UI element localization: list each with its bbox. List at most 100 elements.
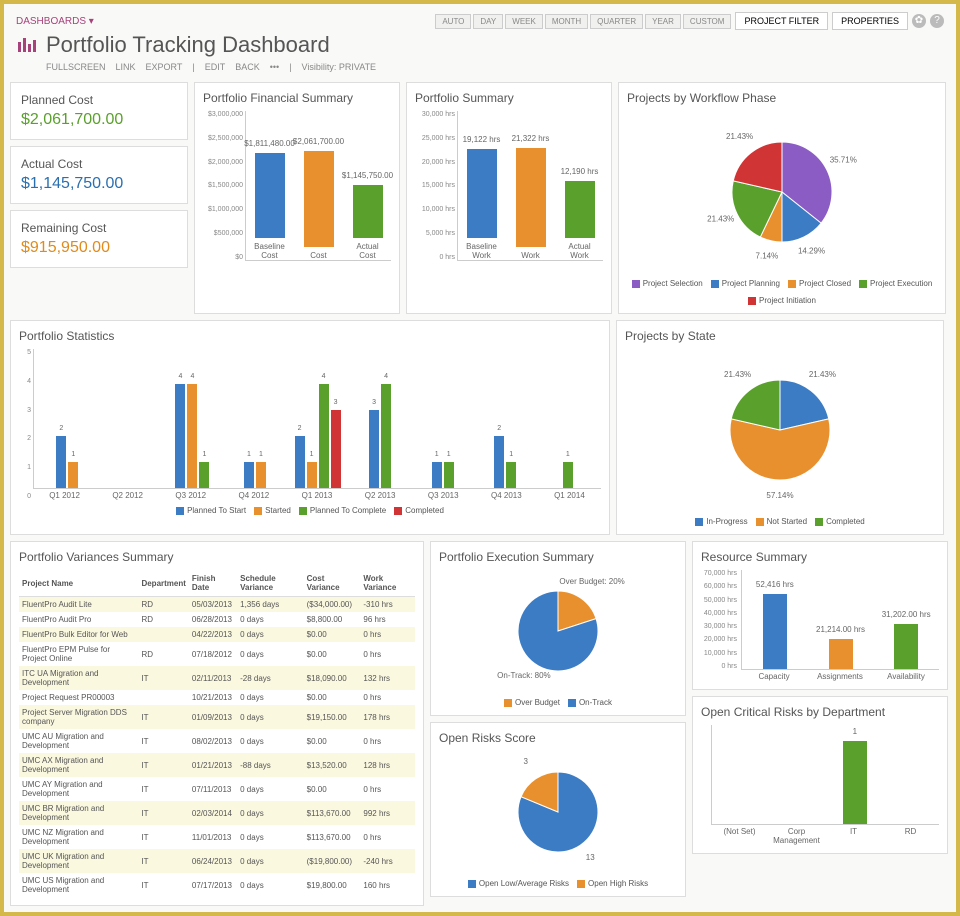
table-row[interactable]: UMC US Migration and DevelopmentIT07/17/… [19,873,415,897]
legend-label: Completed [826,517,865,526]
svg-text:21.43%: 21.43% [724,370,751,379]
legend-label: Project Planning [722,279,780,288]
kpi-value: $915,950.00 [21,239,177,257]
project-filter-button[interactable]: PROJECT FILTER [735,12,828,30]
svg-text:Over Budget: 20%: Over Budget: 20% [559,577,624,586]
period-auto[interactable]: AUTO [435,14,471,29]
panel-title: Projects by State [625,329,935,343]
kpi-value: $1,145,750.00 [21,175,177,193]
column-header[interactable]: Department [138,570,188,597]
svg-text:On-Track: 80%: On-Track: 80% [497,671,551,680]
bar: 2 [494,436,504,488]
bar-label: Cost [310,251,326,260]
risks-score-panel: Open Risks Score 133 Open Low/Average Ri… [430,722,686,897]
critical-risks-panel: Open Critical Risks by Department 1 (Not… [692,696,948,854]
period-month[interactable]: MONTH [545,14,588,29]
table-row[interactable]: UMC AY Migration and DevelopmentIT07/11/… [19,777,415,801]
svg-text:57.14%: 57.14% [766,491,793,500]
panel-title: Portfolio Summary [415,91,603,105]
kpi-label: Remaining Cost [21,221,177,235]
table-row[interactable]: Project Request PR0000310/21/20130 days$… [19,690,415,705]
bar: $2,061,700.00 [304,151,334,247]
kpi-label: Actual Cost [21,157,177,171]
kpi-value: $2,061,700.00 [21,111,177,129]
table-row[interactable]: UMC UK Migration and DevelopmentIT06/24/… [19,849,415,873]
column-header[interactable]: Finish Date [189,570,237,597]
bar-label: Work [521,251,540,260]
bar: 1 [563,462,573,488]
bar: 2 [56,436,66,488]
legend-label: Over Budget [515,698,560,707]
bar-label: Actual Cost [350,242,385,260]
table-row[interactable]: FluentPro Audit ProRD06/28/20130 days$8,… [19,612,415,627]
resource-summary-panel: Resource Summary 70,000 hrs60,000 hrs50,… [692,541,948,690]
sublink[interactable]: ••• [270,62,279,72]
bar: 52,416 hrs [763,594,787,669]
settings-icon[interactable]: ✿ [912,14,926,28]
legend-label: Not Started [767,517,807,526]
svg-text:35.71%: 35.71% [830,155,857,164]
portfolio-summary-panel: Portfolio Summary 30,000 hrs25,000 hrs20… [406,82,612,314]
table-row[interactable]: FluentPro Bulk Editor for Web04/22/20130… [19,627,415,642]
bar: 4 [381,384,391,488]
properties-button[interactable]: PROPERTIES [832,12,908,30]
period-year[interactable]: YEAR [645,14,681,29]
period-day[interactable]: DAY [473,14,503,29]
bar: 4 [319,384,329,488]
column-header[interactable]: Schedule Variance [237,570,304,597]
period-quarter[interactable]: QUARTER [590,14,643,29]
execution-summary-panel: Portfolio Execution Summary Over Budget:… [430,541,686,716]
sublink: | [192,62,194,72]
legend-label: On-Track [579,698,612,707]
table-row[interactable]: FluentPro EPM Pulse for Project OnlineRD… [19,642,415,666]
column-header[interactable]: Work Variance [360,570,415,597]
bar: $1,811,480.00 [255,153,285,238]
sublinks: FULLSCREENLINKEXPORT|EDITBACK•••|Visibil… [46,62,944,72]
financial-summary-panel: Portfolio Financial Summary $3,000,000$2… [194,82,400,314]
bar: 21,214.00 hrs [829,639,853,669]
svg-text:21.43%: 21.43% [726,132,753,141]
kpi-card: Planned Cost$2,061,700.00 [10,82,188,140]
panel-title: Open Risks Score [439,731,677,745]
legend-label: Project Closed [799,279,851,288]
legend-label: Open High Risks [588,879,648,888]
panel-title: Portfolio Execution Summary [439,550,677,564]
bar: $1,145,750.00 [353,185,383,238]
table-row[interactable]: UMC BR Migration and DevelopmentIT02/03/… [19,801,415,825]
bar: 1 [244,462,254,488]
svg-text:13: 13 [586,853,595,862]
period-selector: AUTODAYWEEKMONTHQUARTERYEARCUSTOM [435,14,731,29]
bar-label: Actual Work [562,242,597,260]
column-header[interactable]: Project Name [19,570,138,597]
sublink[interactable]: FULLSCREEN [46,62,106,72]
svg-text:21.43%: 21.43% [809,370,836,379]
projects-by-state-panel: Projects by State 21.43%57.14%21.43% In-… [616,320,944,535]
column-header[interactable]: Cost Variance [304,570,361,597]
bar: 12,190 hrs [565,181,595,238]
legend-label: Project Initiation [759,296,816,305]
help-icon[interactable]: ? [930,14,944,28]
bar: 1 [506,462,516,488]
panel-title: Portfolio Statistics [19,329,601,343]
sublink[interactable]: EXPORT [146,62,183,72]
bar: 1 [843,741,867,824]
panel-title: Projects by Workflow Phase [627,91,937,105]
panel-title: Resource Summary [701,550,939,564]
table-row[interactable]: FluentPro Audit LiteRD05/03/20131,356 da… [19,597,415,613]
breadcrumb[interactable]: DASHBOARDS ▾ [16,16,94,27]
sublink[interactable]: BACK [235,62,260,72]
bar: 2 [295,436,305,488]
logo-icon [16,34,38,56]
period-week[interactable]: WEEK [505,14,543,29]
svg-text:7.14%: 7.14% [756,251,779,260]
period-custom[interactable]: CUSTOM [683,14,732,29]
table-row[interactable]: UMC AX Migration and DevelopmentIT01/21/… [19,753,415,777]
table-row[interactable]: UMC AU Migration and DevelopmentIT08/02/… [19,729,415,753]
table-row[interactable]: Project Server Migration DDS companyIT01… [19,705,415,729]
table-row[interactable]: ITC UA Migration and DevelopmentIT02/11/… [19,666,415,690]
table-row[interactable]: UMC NZ Migration and DevelopmentIT11/01/… [19,825,415,849]
sublink[interactable]: LINK [116,62,136,72]
bar: 4 [175,384,185,488]
sublink[interactable]: EDIT [205,62,226,72]
portfolio-statistics-panel: Portfolio Statistics 543210 214411121433… [10,320,610,535]
